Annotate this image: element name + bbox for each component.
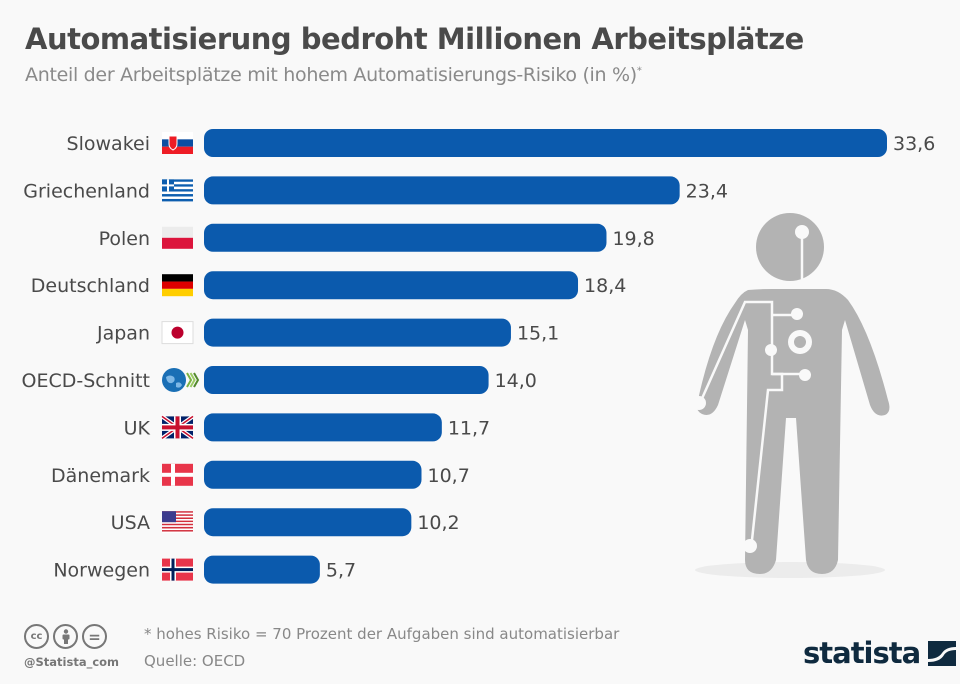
- bar: [204, 508, 412, 537]
- category-label: Norwegen: [53, 560, 150, 582]
- category-label: Japan: [96, 323, 150, 345]
- bar-chart: Slowakei 33,6 Griechenland 23,4 Polen 19,8 Deu…: [22, 129, 935, 584]
- category-label: Dänemark: [51, 465, 150, 487]
- bar-row: Slowakei 33,6: [67, 129, 935, 157]
- flag-no-icon: [162, 558, 193, 581]
- bar: [204, 555, 320, 584]
- value-label: 14,0: [495, 370, 537, 392]
- flag-gr-icon: [162, 179, 193, 202]
- bar-row: Japan 15,1: [96, 318, 559, 347]
- value-label: 18,4: [584, 275, 626, 297]
- category-label: USA: [111, 512, 150, 534]
- flag-uk-icon: [160, 414, 195, 441]
- statista-logo[interactable]: statista: [803, 636, 957, 670]
- statista-logo-text: statista: [803, 636, 921, 670]
- value-label: 33,6: [893, 133, 935, 155]
- source: Quelle: OECD: [144, 652, 246, 670]
- flag-dk-icon: [162, 463, 193, 486]
- value-label: 15,1: [517, 323, 559, 345]
- bar: [204, 413, 442, 442]
- category-label: Polen: [99, 228, 150, 250]
- bar-row: Polen 19,8: [99, 223, 655, 252]
- bar-row: Griechenland 23,4: [23, 176, 728, 205]
- bar-row: Norwegen 5,7: [53, 555, 356, 584]
- subtitle-footnote-mark: *: [636, 65, 642, 77]
- flag-jp-icon: [161, 321, 194, 345]
- flag-us-icon: [162, 511, 193, 534]
- category-label: Griechenland: [23, 180, 150, 202]
- bar: [204, 460, 422, 489]
- creative-commons-icon[interactable]: cc: [24, 624, 49, 649]
- bar: [204, 271, 579, 300]
- value-label: 11,7: [448, 417, 490, 439]
- footnote: * hohes Risiko = 70 Prozent der Aufgaben…: [144, 625, 620, 643]
- value-label: 23,4: [686, 180, 728, 202]
- bar-row: Dänemark 10,7: [51, 460, 470, 489]
- category-label: OECD-Schnitt: [22, 370, 150, 392]
- flag-oecd-icon: [162, 368, 200, 392]
- bar: [204, 318, 511, 347]
- value-label: 10,2: [417, 512, 459, 534]
- circuit-nodes: [692, 225, 812, 553]
- statista-logo-mark-icon: [928, 640, 957, 666]
- bar: [204, 176, 680, 205]
- category-label: Deutschland: [31, 275, 150, 297]
- bar-row: OECD-Schnitt 14,0: [22, 366, 537, 394]
- value-label: 5,7: [326, 560, 356, 582]
- no-derivatives-icon[interactable]: =: [82, 624, 107, 649]
- flag-pl-icon: [162, 226, 193, 249]
- subtitle-text: Anteil der Arbeitsplätze mit hohem Autom…: [25, 64, 637, 86]
- flag-sk-icon: [162, 132, 193, 154]
- category-label: UK: [124, 417, 151, 439]
- chart-title: Automatisierung bedroht Millionen Arbeit…: [25, 22, 804, 56]
- bar: [204, 223, 607, 252]
- license-icons: cc =: [24, 624, 107, 649]
- bar-rows: Slowakei 33,6 Griechenland 23,4 Polen 19,8 Deu…: [22, 129, 935, 584]
- statista-handle[interactable]: @Statista_com: [24, 655, 120, 669]
- bar: [204, 366, 489, 394]
- bar-row: USA 10,2: [111, 508, 460, 537]
- figure-body: [696, 289, 890, 574]
- value-label: 19,8: [612, 228, 654, 250]
- flag-de-icon: [162, 274, 193, 297]
- category-label: Slowakei: [67, 133, 150, 155]
- attribution-person-icon[interactable]: [53, 624, 78, 649]
- figure-head: [756, 213, 824, 281]
- circuit-ring-center: [794, 336, 806, 348]
- chart-subtitle: Anteil der Arbeitsplätze mit hohem Autom…: [25, 64, 642, 86]
- robot-figure-illustration: [692, 213, 890, 578]
- bar-row: UK 11,7: [124, 413, 490, 442]
- bar-row: Deutschland 18,4: [31, 271, 626, 300]
- value-label: 10,7: [428, 465, 470, 487]
- figure-shadow: [695, 562, 885, 578]
- bar: [204, 129, 887, 157]
